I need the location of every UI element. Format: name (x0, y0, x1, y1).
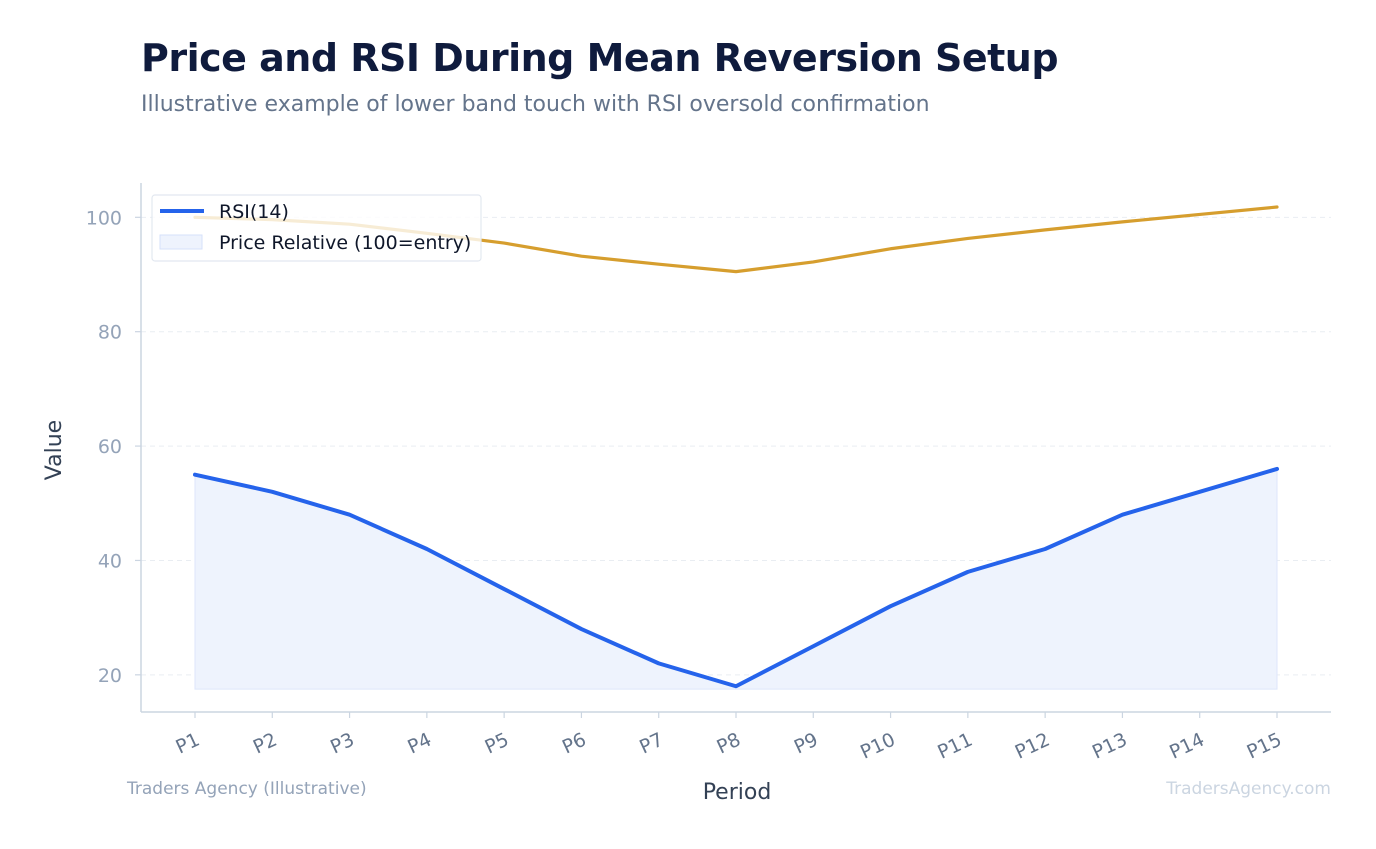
area-price-relative (194, 468, 1278, 690)
x-tick-label-P12: P12 (1012, 729, 1054, 764)
x-tick-label-P11: P11 (934, 729, 976, 764)
brand-watermark: TradersAgency.com (1166, 779, 1331, 799)
x-tick-label-P8: P8 (713, 729, 744, 759)
legend-swatch-price (159, 234, 203, 250)
x-tick-label-P2: P2 (250, 729, 281, 759)
x-tick-label-P9: P9 (791, 729, 822, 759)
x-tick-label-P13: P13 (1089, 729, 1131, 764)
x-tick-label-P1: P1 (172, 729, 203, 759)
chart-subtitle: Illustrative example of lower band touch… (141, 92, 930, 117)
x-ticks: P1 P2 P3 P4 P5 P6 P7 P8 P9 P10 P11 P12 P13 P14 P15 (172, 712, 1285, 764)
y-axis-label: Value (42, 420, 67, 480)
y-tick-label-20: 20 (98, 665, 122, 687)
y-tick-label-60: 60 (98, 436, 122, 458)
y-ticks: 20 40 60 80 100 (86, 207, 141, 687)
fill-layer (193, 205, 1279, 690)
legend-label-rsi: RSI(14) (219, 201, 289, 223)
x-tick-label-P3: P3 (327, 729, 358, 759)
y-tick-label-80: 80 (98, 322, 122, 344)
series-line-rsi (193, 466, 1279, 689)
y-tick-label-100: 100 (86, 207, 122, 229)
y-tick-label-40: 40 (98, 550, 122, 572)
x-tick-label-P4: P4 (404, 729, 435, 759)
x-tick-label-P14: P14 (1166, 729, 1208, 764)
x-tick-label-P15: P15 (1244, 729, 1286, 764)
chart-title: Price and RSI During Mean Reversion Setu… (141, 36, 1059, 80)
x-tick-label-P7: P7 (636, 729, 667, 759)
x-tick-label-P5: P5 (482, 729, 513, 759)
source-note: Traders Agency (Illustrative) (127, 779, 367, 799)
x-axis-label: Period (703, 780, 772, 805)
line-layer (193, 466, 1279, 689)
legend-box (151, 194, 482, 262)
legend-label-price: Price Relative (100=entry) (219, 232, 471, 254)
x-tick-label-P10: P10 (857, 729, 899, 764)
x-tick-label-P6: P6 (559, 729, 590, 759)
legend: RSI(14) Price Relative (100=entry) (151, 194, 482, 262)
